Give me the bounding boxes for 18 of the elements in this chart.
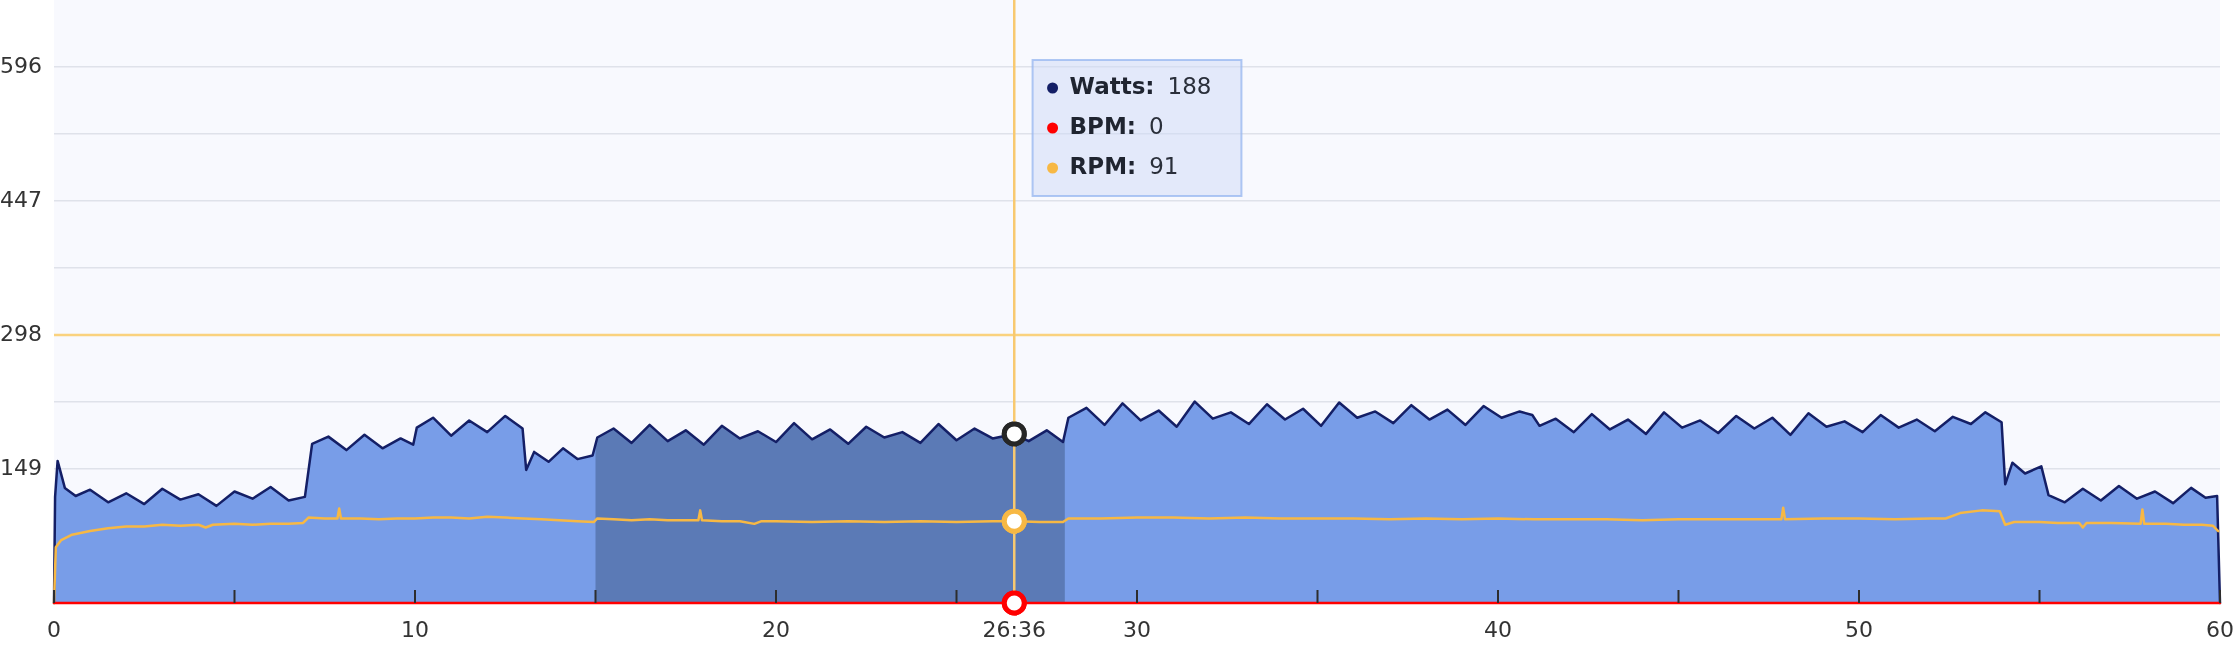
- annotation: 188: [1167, 72, 1212, 99]
- x-tick-label: 50: [1845, 616, 1873, 642]
- y-tick-label: 298: [0, 320, 42, 346]
- legend-label: Watts:: [1069, 72, 1155, 99]
- x-tick-label: 60: [2206, 616, 2234, 642]
- x-tick-label: 10: [401, 616, 429, 642]
- x-tick-label: 40: [1484, 616, 1512, 642]
- legend-label: RPM:: [1069, 152, 1137, 179]
- y-tick-label: 447: [0, 186, 42, 212]
- y-tick-label: 149: [0, 454, 42, 480]
- annotation: 91: [1149, 152, 1179, 179]
- legend-label: BPM:: [1069, 112, 1137, 139]
- y-tick-label: 596: [0, 52, 42, 78]
- x-tick-label: 0: [47, 616, 61, 642]
- x-tick-label: 26:36: [982, 616, 1046, 642]
- x-tick-label: 20: [762, 616, 790, 642]
- x-tick-label: 30: [1123, 616, 1151, 642]
- annotation: 0: [1149, 112, 1164, 139]
